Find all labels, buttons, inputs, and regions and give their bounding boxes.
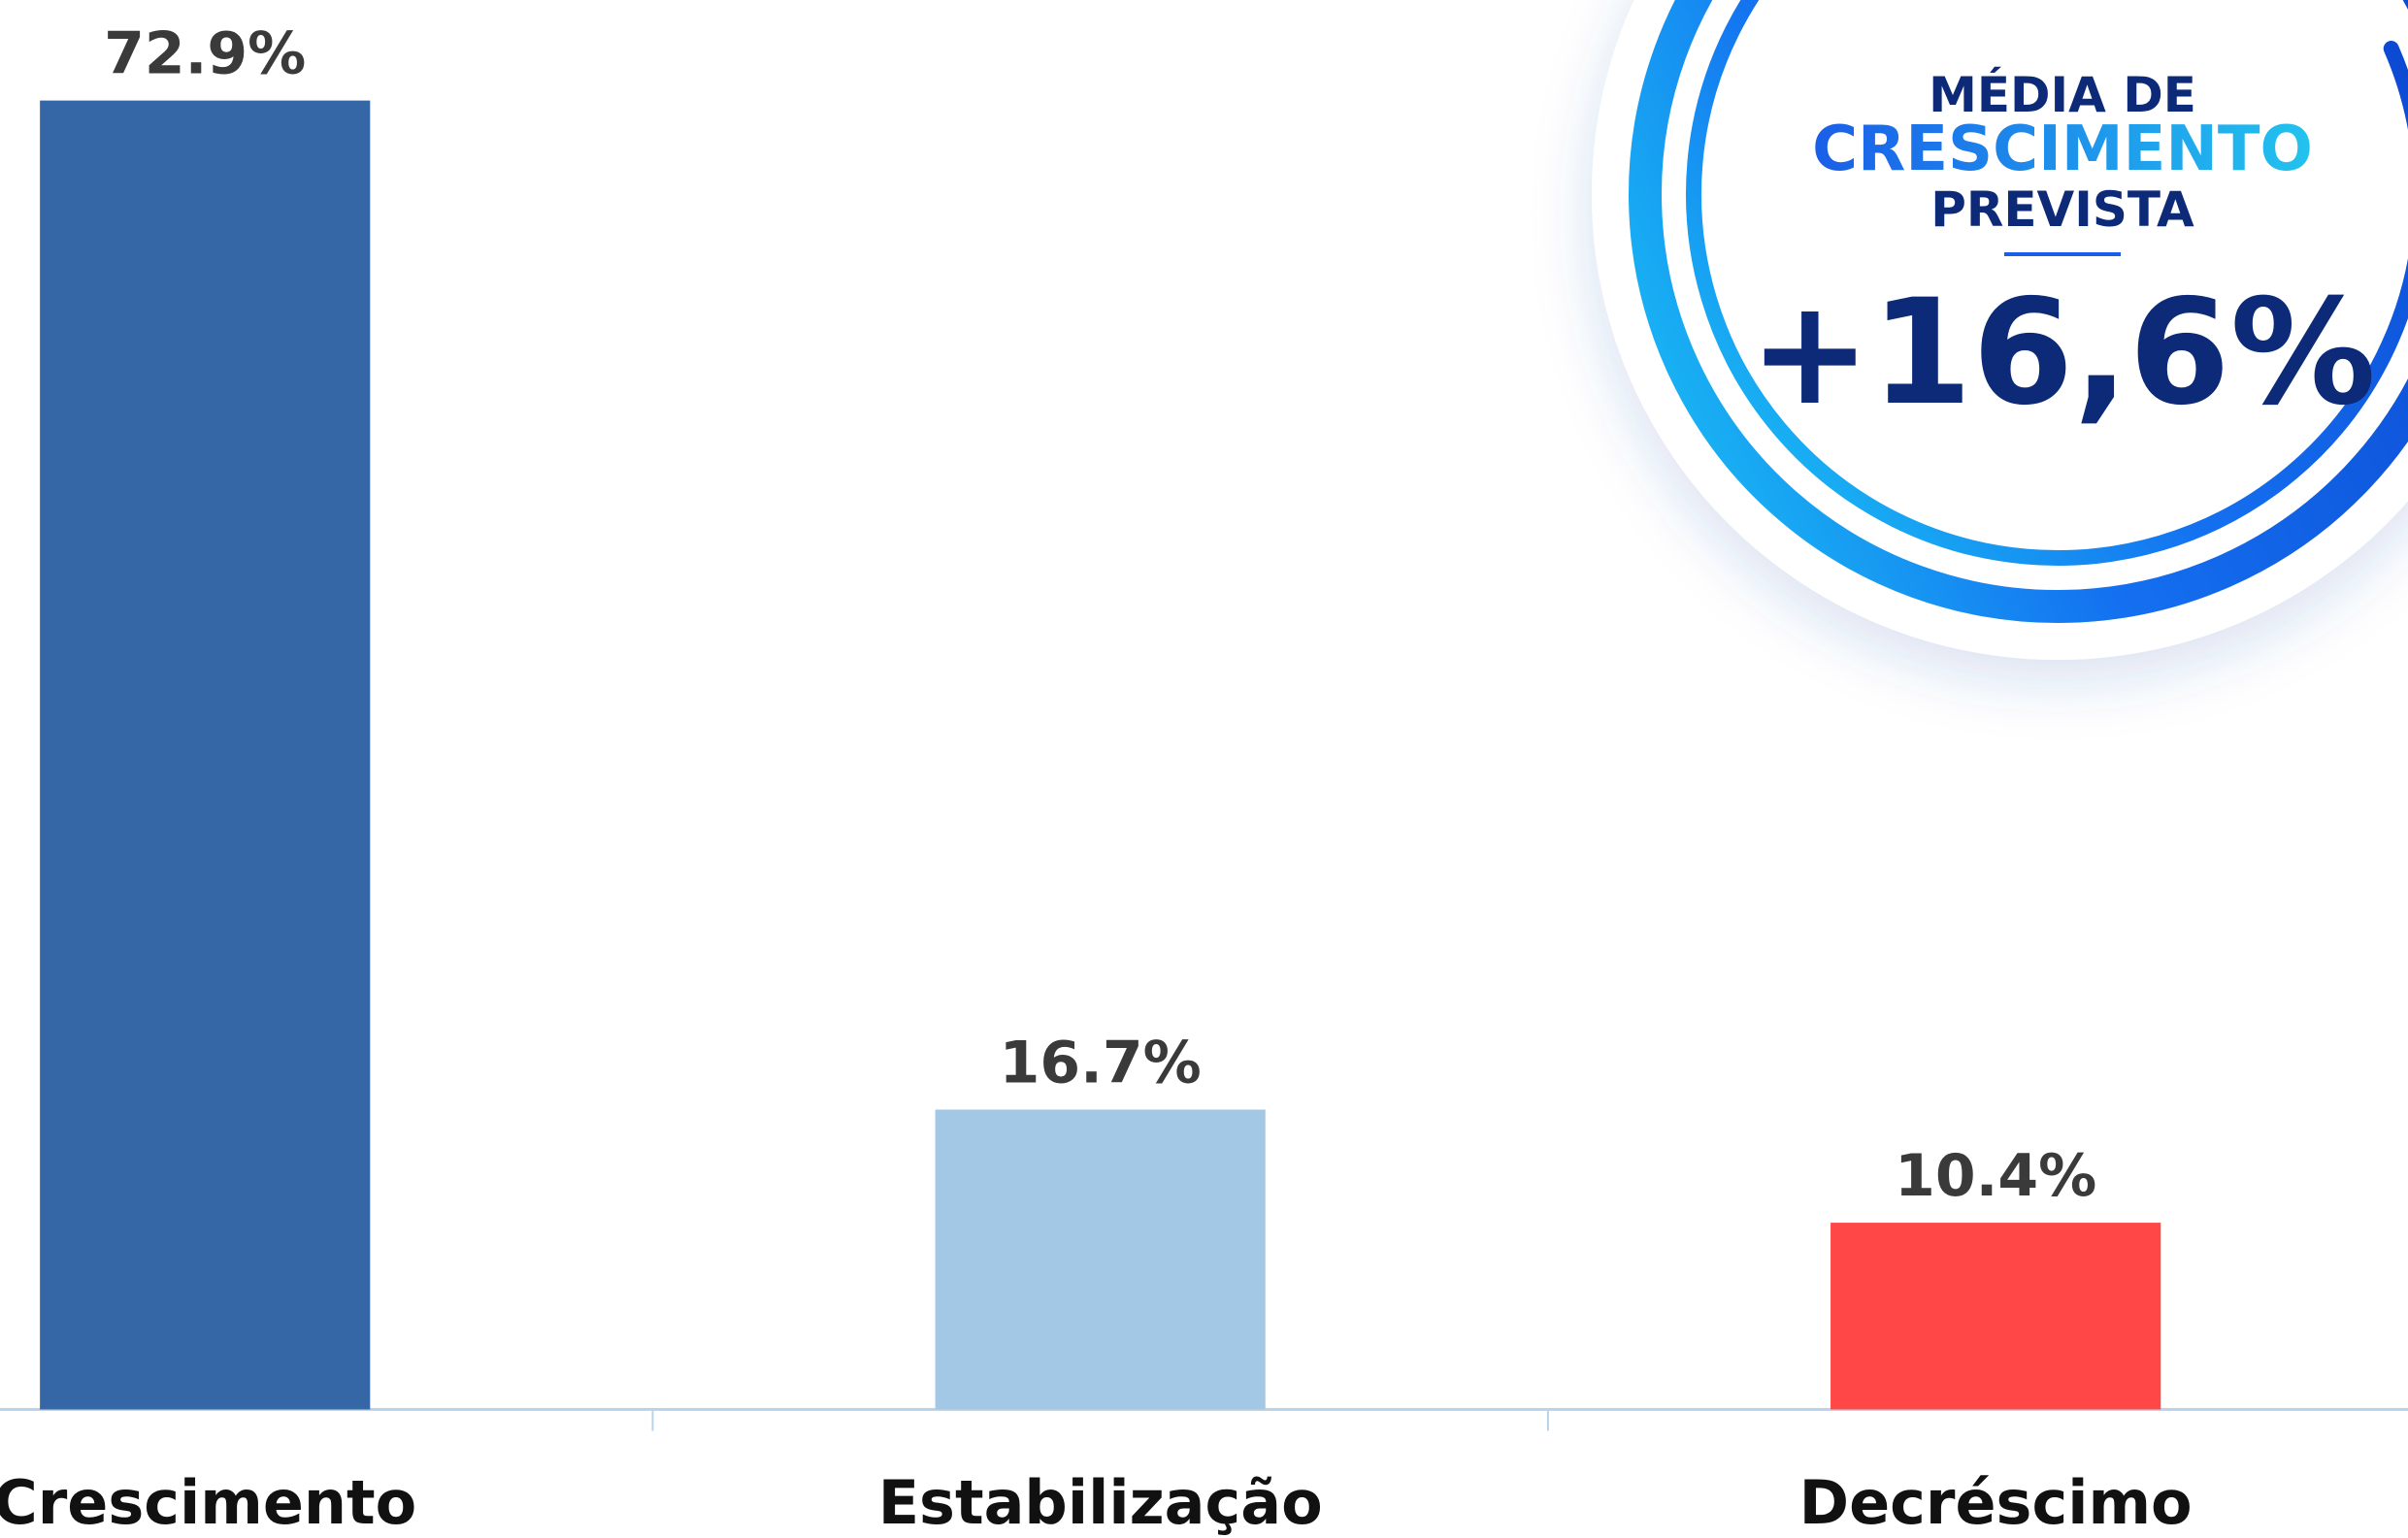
x-tick-label: Decréscimo [1799, 1467, 2193, 1538]
x-tick-label: Estabilização [878, 1467, 1323, 1538]
badge-inner-ring [1686, 0, 2408, 566]
value-label: 16.7% [1000, 1030, 1202, 1097]
badge: MÉDIA DE CRESCIMENTO PREVISTA +16,6% [1592, 0, 2408, 660]
badge-face [1713, 0, 2402, 539]
badge-value: +16,6% [1749, 269, 2376, 438]
value-label: 10.4% [1895, 1142, 2096, 1210]
bar [935, 1109, 1266, 1410]
value-label: 72.9% [104, 20, 306, 88]
badge-ring [1629, 0, 2408, 623]
bar [1831, 1223, 2161, 1410]
badge-line: MÉDIA DE [1929, 66, 2196, 123]
x-tick-label: Crescimento [0, 1467, 416, 1538]
badge-line: CRESCIMENTO [1812, 114, 2313, 185]
badge-line: PREVISTA [1930, 181, 2194, 238]
bar [40, 100, 371, 1410]
